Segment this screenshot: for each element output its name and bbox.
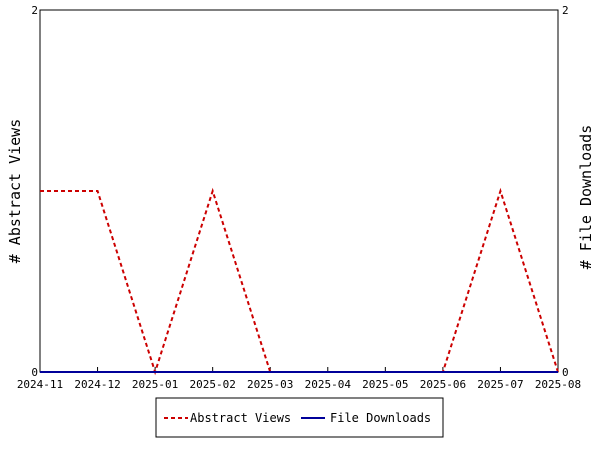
- x-tick-label: 2025-04: [305, 378, 352, 391]
- y-left-tick-label: 2: [31, 4, 38, 17]
- legend: Abstract Views File Downloads: [155, 397, 444, 438]
- plot-area: 2024-11 2024-12 2025-01 2025-02 2025-03 2025-…: [17, 4, 581, 391]
- y-right-tick-label: 0: [562, 366, 569, 379]
- x-tick-label: 2025-02: [189, 378, 235, 391]
- y-axis-left-title: # Abstract Views: [6, 119, 24, 264]
- y-axis-right-title: # File Downloads: [577, 125, 595, 270]
- legend-label-file-downloads: File Downloads: [330, 411, 431, 425]
- x-tick-label: 2024-12: [74, 378, 120, 391]
- x-tick-label: 2024-11: [17, 378, 63, 391]
- x-tick-label: 2025-07: [477, 378, 523, 391]
- x-tick-label: 2025-01: [132, 378, 178, 391]
- legend-label-abstract-views: Abstract Views: [190, 411, 291, 425]
- plot-frame: [39, 9, 559, 373]
- y-right-tick-label: 2: [562, 4, 569, 17]
- x-tick-label: 2025-08: [535, 378, 581, 391]
- x-tick-label: 2025-06: [420, 378, 466, 391]
- x-tick-label: 2025-03: [247, 378, 293, 391]
- x-tick-label: 2025-05: [362, 378, 408, 391]
- series-lines: [39, 187, 559, 376]
- legend-box: [155, 397, 444, 438]
- y-left-tick-label: 0: [31, 366, 38, 379]
- x-axis: 2024-11 2024-12 2025-01 2025-02 2025-03 2025-…: [17, 367, 581, 391]
